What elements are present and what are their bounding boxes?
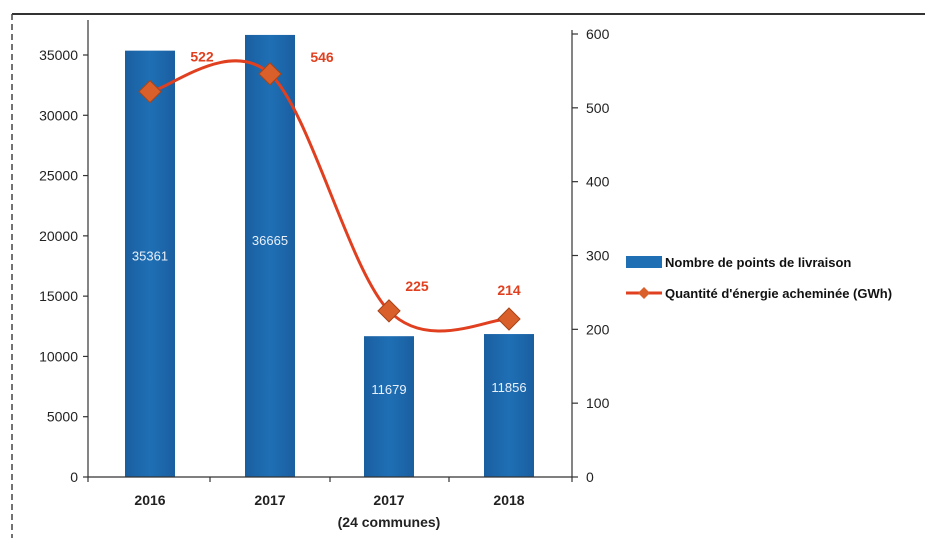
legend: Nombre de points de livraison Quantité d'…	[626, 255, 892, 301]
line-value-label: 546	[310, 49, 334, 65]
line-value-label: 214	[497, 282, 521, 298]
y-left-tick-label: 30000	[39, 107, 78, 123]
bar	[364, 336, 414, 477]
legend-swatch-marker	[638, 287, 650, 299]
y-right-tick-label: 400	[586, 174, 610, 190]
line-marker	[377, 299, 401, 323]
y-left-tick-label: 20000	[39, 228, 78, 244]
labels-layer: 35361 36665 11679 11856 522 546 225 214	[132, 49, 527, 398]
y-right-tick-label: 100	[586, 395, 610, 411]
bar-value-label: 36665	[252, 233, 288, 248]
x-tick-label: 2017	[373, 492, 404, 508]
axes-layer: 0 5000 10000 15000 20000 25000 30000 35000 0 100 2…	[39, 20, 610, 530]
bar	[245, 34, 295, 477]
y-right-tick-label: 600	[586, 26, 610, 42]
bar-value-label: 11856	[491, 380, 526, 395]
y-right-tick-label: 300	[586, 248, 610, 264]
legend-swatch-bar	[626, 256, 662, 268]
bar	[484, 334, 534, 477]
bar	[125, 50, 175, 478]
line-marker	[258, 62, 282, 86]
x-tick-label: 2016	[134, 492, 165, 508]
line-marker	[138, 79, 162, 104]
y-left-tick-label: 0	[70, 469, 78, 485]
x-tick-label: 2017	[254, 492, 285, 508]
y-right-tick-label: 0	[586, 469, 594, 485]
bar-value-label: 11679	[371, 382, 406, 397]
y-left-tick-label: 35000	[39, 47, 78, 63]
bar-value-label: 35361	[132, 249, 168, 264]
y-left-tick-label: 25000	[39, 168, 78, 184]
y-left-tick-label: 10000	[39, 348, 78, 364]
bars-layer	[125, 34, 534, 478]
y-left-tick-label: 5000	[47, 409, 78, 425]
legend-label-bar: Nombre de points de livraison	[665, 255, 851, 270]
x-tick-label-sub: (24 communes)	[338, 514, 441, 530]
line-value-label: 225	[405, 278, 429, 294]
legend-label-line: Quantité d'énergie acheminée (GWh)	[665, 286, 892, 301]
line-layer	[138, 59, 521, 333]
y-left-tick-label: 15000	[39, 288, 78, 304]
x-tick-label: 2018	[493, 492, 524, 508]
y-right-tick-label: 200	[586, 321, 610, 337]
line-marker	[497, 307, 521, 331]
line-value-label: 522	[190, 49, 214, 65]
series-line	[149, 59, 510, 333]
y-right-tick-label: 500	[586, 100, 610, 116]
